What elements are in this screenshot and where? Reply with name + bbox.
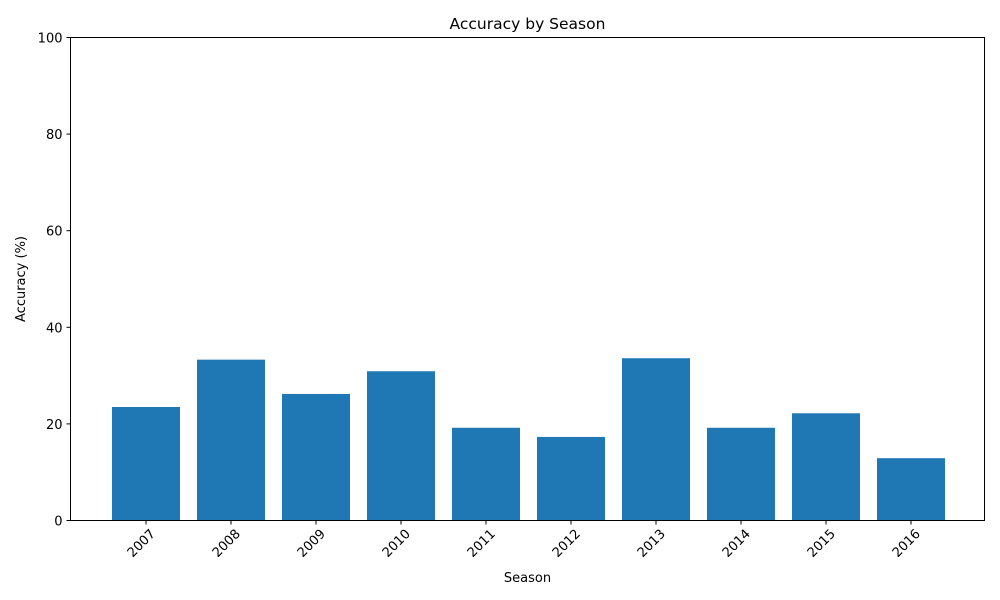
plot-frame xyxy=(70,37,985,521)
bar-2008 xyxy=(197,359,265,521)
bars-group xyxy=(112,358,945,521)
y-tick-label: 80 xyxy=(46,128,63,143)
y-tick-label: 100 xyxy=(38,32,63,47)
y-tick-label: 20 xyxy=(46,418,63,433)
bar-2016 xyxy=(877,458,945,521)
bar-2011 xyxy=(452,427,520,521)
y-axis-ticks: 0 20 40 60 80 100 xyxy=(38,32,71,530)
chart-title: Accuracy by Season xyxy=(450,15,606,33)
y-axis-label: Accuracy (%) xyxy=(14,236,29,322)
bar-2007 xyxy=(112,406,180,521)
bar-2015 xyxy=(792,413,860,521)
bar-2010 xyxy=(367,371,435,521)
y-tick-label: 60 xyxy=(46,225,63,240)
bar-2013 xyxy=(622,358,690,521)
bar-2012 xyxy=(537,436,605,521)
x-axis-label: Season xyxy=(504,571,551,586)
bar-2009 xyxy=(282,393,350,521)
y-tick-label: 40 xyxy=(46,321,63,336)
y-tick-label: 0 xyxy=(54,515,62,530)
bar-2014 xyxy=(707,427,775,521)
